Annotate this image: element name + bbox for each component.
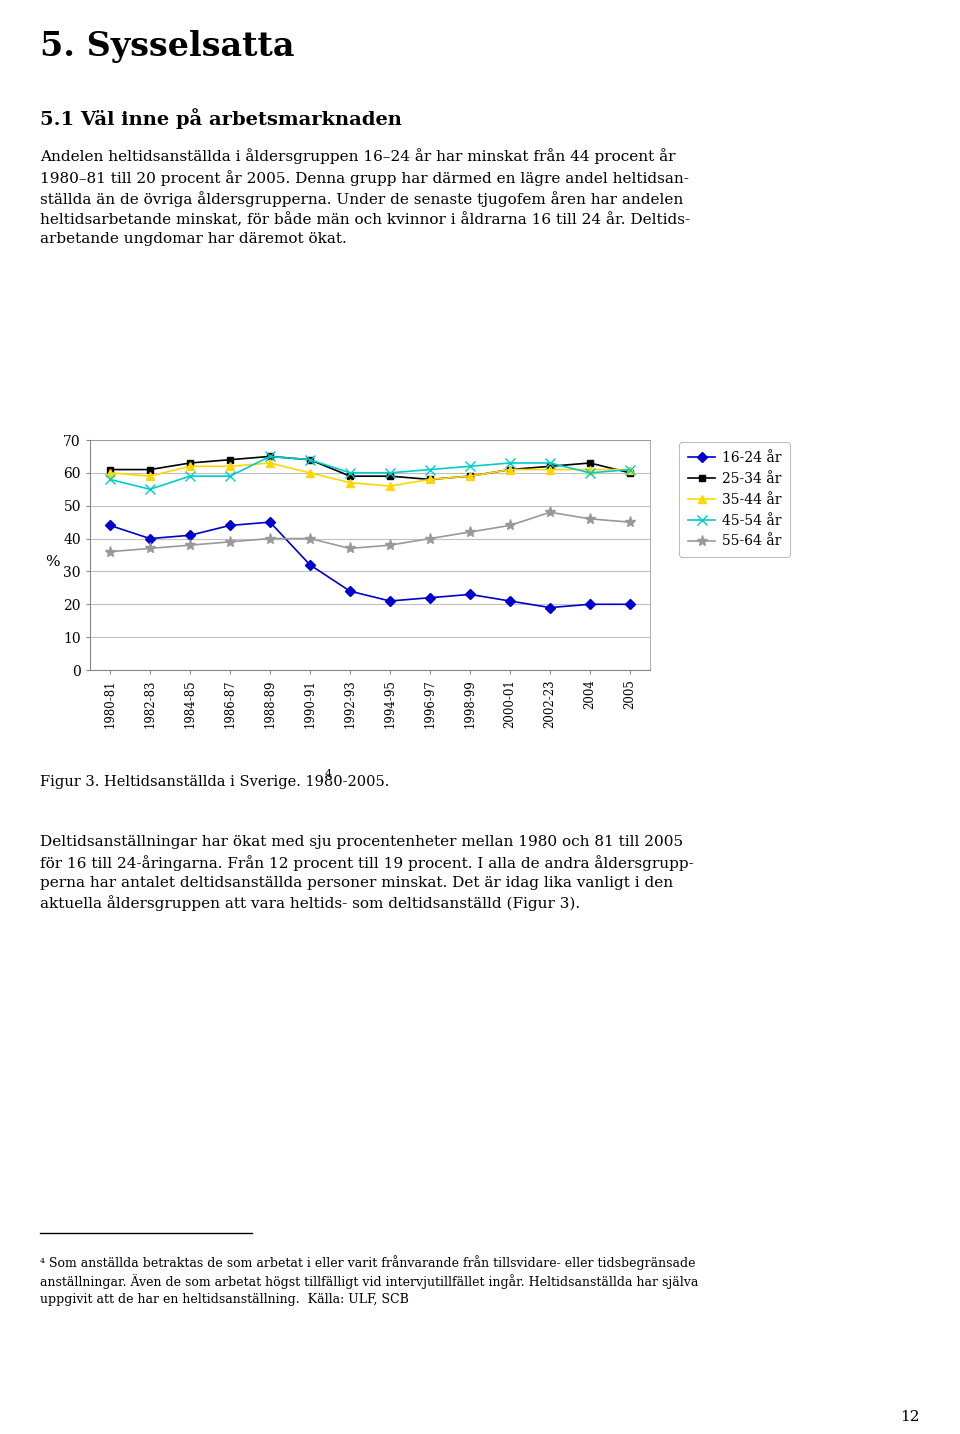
Text: 5.1 Väl inne på arbetsmarknaden: 5.1 Väl inne på arbetsmarknaden <box>40 108 402 129</box>
Text: Figur 3. Heltidsanställda i Sverige. 1980-2005.: Figur 3. Heltidsanställda i Sverige. 198… <box>40 774 390 789</box>
Text: ⁴ Som anställda betraktas de som arbetat i eller varit frånvarande från tillsvid: ⁴ Som anställda betraktas de som arbetat… <box>40 1255 699 1305</box>
Y-axis label: %: % <box>45 555 60 569</box>
Text: 12: 12 <box>900 1410 920 1424</box>
Text: Andelen heltidsanställda i åldersgruppen 16–24 år har minskat från 44 procent år: Andelen heltidsanställda i åldersgruppen… <box>40 148 690 247</box>
Legend: 16-24 år, 25-34 år, 35-44 år, 45-54 år, 55-64 år: 16-24 år, 25-34 år, 35-44 år, 45-54 år, … <box>680 442 790 556</box>
Text: 5. Sysselsatta: 5. Sysselsatta <box>40 30 295 63</box>
Text: 4: 4 <box>324 769 332 779</box>
Text: Deltidsanställningar har ökat med sju procentenheter mellan 1980 och 81 till 200: Deltidsanställningar har ökat med sju pr… <box>40 835 694 911</box>
